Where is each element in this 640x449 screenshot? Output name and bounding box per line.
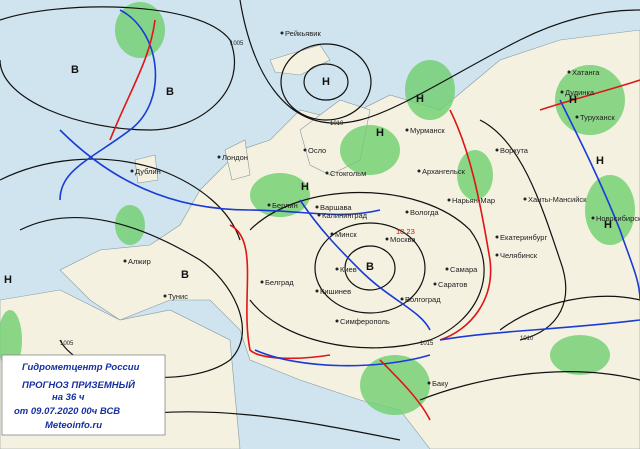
city-dot bbox=[405, 128, 409, 132]
pressure-center: Н bbox=[596, 155, 604, 167]
city-label: Туруханск bbox=[580, 113, 615, 122]
city-dot bbox=[260, 280, 264, 284]
city-dot bbox=[575, 115, 579, 119]
city-label: Симферополь bbox=[340, 317, 390, 326]
city-dot bbox=[163, 294, 167, 298]
city-dot bbox=[123, 259, 127, 263]
city-dot bbox=[417, 169, 421, 173]
city-label: Екатеринбург bbox=[500, 233, 547, 242]
city-label: Мурманск bbox=[410, 126, 445, 135]
fronts bbox=[59, 9, 640, 421]
pressure-center: Н bbox=[322, 76, 330, 88]
city-dot bbox=[325, 171, 329, 175]
city-label: Нарьян-Мар bbox=[452, 196, 495, 205]
city-label: Осло bbox=[308, 146, 326, 155]
city-dot bbox=[317, 213, 321, 217]
city-dot bbox=[335, 267, 339, 271]
city-label: Дудинка bbox=[565, 88, 595, 97]
city-label: Калининград bbox=[322, 211, 368, 220]
pressure-center: Н bbox=[376, 127, 384, 139]
city-dot bbox=[495, 253, 499, 257]
pressure-center: В bbox=[366, 261, 374, 273]
city-label: Новосибирск bbox=[596, 214, 640, 223]
city-label: Дублин bbox=[135, 167, 161, 176]
info-line: Гидрометцентр России bbox=[22, 362, 140, 373]
city-dot bbox=[495, 148, 499, 152]
city-label: Челябинск bbox=[500, 251, 538, 260]
precipitation bbox=[0, 2, 635, 415]
isobar-label: 1005 bbox=[60, 341, 74, 347]
city-label: Алжир bbox=[128, 257, 151, 266]
city-label: Белград bbox=[265, 278, 294, 287]
pressure-center: Н bbox=[604, 219, 612, 231]
city-label: Берлин bbox=[272, 201, 298, 210]
city-label: Воркута bbox=[500, 146, 529, 155]
isobar-label: 1010 bbox=[330, 121, 344, 127]
city-dot bbox=[591, 216, 595, 220]
city-dot bbox=[335, 319, 339, 323]
pressure-center: В bbox=[181, 269, 189, 281]
city-dot bbox=[315, 289, 319, 293]
isobar-label: 1015 bbox=[420, 341, 434, 347]
city-label: Тунис bbox=[168, 292, 188, 301]
city-dot bbox=[217, 155, 221, 159]
city-dot bbox=[267, 203, 271, 207]
pressure-center: В bbox=[166, 86, 174, 98]
city-dot bbox=[400, 297, 404, 301]
pressure-center: В bbox=[71, 64, 79, 76]
city-dot bbox=[445, 267, 449, 271]
city-dot bbox=[567, 70, 571, 74]
city-label: Кишинев bbox=[320, 287, 351, 296]
pressure-center: Н bbox=[4, 274, 12, 286]
city-dot bbox=[560, 90, 564, 94]
pressure-center: Н bbox=[569, 94, 577, 106]
city-dot bbox=[405, 210, 409, 214]
city-label: Волгоград bbox=[405, 295, 441, 304]
city-label: Архангельск bbox=[422, 167, 466, 176]
city-dot bbox=[130, 169, 134, 173]
city-dot bbox=[280, 31, 284, 35]
city-label: Вологда bbox=[410, 208, 439, 217]
city-dot bbox=[303, 148, 307, 152]
city-label: Рейкьявик bbox=[285, 29, 321, 38]
city-dot bbox=[447, 198, 451, 202]
isobar-label: 1010 bbox=[520, 336, 534, 342]
city-dot bbox=[330, 232, 334, 236]
city-label: Самара bbox=[450, 265, 478, 274]
city-label: Варшава bbox=[320, 203, 352, 212]
info-box bbox=[1, 354, 166, 436]
pressure-center: Н bbox=[301, 181, 309, 193]
city-label: Москва bbox=[390, 235, 416, 244]
city-label: Баку bbox=[432, 379, 448, 388]
pressure-center: Н bbox=[416, 93, 424, 105]
city-dot bbox=[433, 282, 437, 286]
moscow-temp: 18.23 bbox=[396, 227, 415, 236]
info-line: Meteoinfo.ru bbox=[45, 420, 102, 431]
city-label: Ханты-Мансийск bbox=[528, 195, 587, 204]
info-line: ПРОГНОЗ ПРИЗЕМНЫЙ bbox=[22, 379, 135, 391]
info-line: от 09.07.2020 00ч ВСВ bbox=[14, 406, 120, 417]
isobar-label: 1005 bbox=[230, 41, 244, 47]
city-dot bbox=[495, 235, 499, 239]
city-label: Саратов bbox=[438, 280, 467, 289]
city-label: Хатанга bbox=[572, 68, 600, 77]
city-dot bbox=[385, 237, 389, 241]
city-dot bbox=[523, 197, 527, 201]
city-dot bbox=[315, 205, 319, 209]
labels: В В В В Н Н Н Н Н Н Н Н Рейкьявик Лондон Осло Стокгольм… bbox=[4, 29, 640, 388]
city-dot bbox=[427, 381, 431, 385]
info-line: на 36 ч bbox=[52, 392, 85, 403]
city-label: Лондон bbox=[222, 153, 248, 162]
info-text: Гидрометцентр России ПРОГНОЗ ПРИЗЕМНЫЙна … bbox=[14, 362, 140, 431]
city-label: Киев bbox=[340, 265, 357, 274]
city-label: Минск bbox=[335, 230, 357, 239]
city-label: Стокгольм bbox=[330, 169, 366, 178]
